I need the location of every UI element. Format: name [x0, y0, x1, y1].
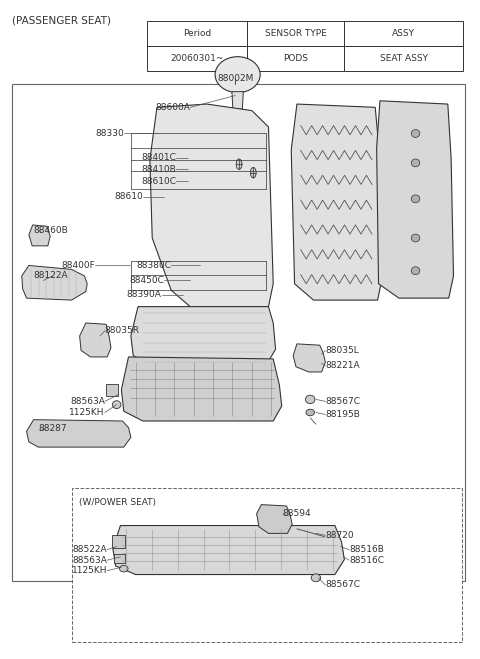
Ellipse shape — [251, 167, 256, 178]
Polygon shape — [150, 104, 273, 306]
Bar — [344, 21, 463, 46]
Text: 88594: 88594 — [283, 509, 312, 518]
Text: 88287: 88287 — [38, 424, 67, 434]
Text: (PASSENGER SEAT): (PASSENGER SEAT) — [12, 16, 111, 26]
Text: 88516C: 88516C — [349, 556, 384, 565]
Text: 88035R: 88035R — [105, 326, 140, 335]
Text: ASSY: ASSY — [392, 29, 415, 38]
Text: 88460B: 88460B — [34, 225, 68, 235]
Text: 88195B: 88195B — [325, 410, 360, 419]
Text: 88401C: 88401C — [141, 153, 176, 162]
Text: 88610C: 88610C — [141, 177, 176, 186]
Ellipse shape — [236, 159, 242, 169]
Polygon shape — [232, 92, 243, 109]
Bar — [344, 46, 463, 71]
Polygon shape — [29, 225, 50, 246]
Ellipse shape — [306, 409, 314, 416]
Polygon shape — [257, 505, 292, 533]
Text: 88563A: 88563A — [70, 397, 105, 406]
Text: 88563A: 88563A — [72, 556, 107, 565]
Text: (W/POWER SEAT): (W/POWER SEAT) — [79, 498, 156, 507]
Bar — [114, 554, 125, 563]
Polygon shape — [22, 266, 87, 300]
Polygon shape — [291, 104, 383, 300]
Ellipse shape — [112, 401, 121, 409]
Text: 88522A: 88522A — [72, 545, 107, 554]
Polygon shape — [293, 344, 325, 372]
Bar — [147, 21, 247, 46]
Text: 88600A: 88600A — [156, 103, 190, 112]
Text: Period: Period — [183, 29, 211, 38]
Text: 88221A: 88221A — [325, 361, 360, 370]
Text: PODS: PODS — [283, 54, 308, 63]
Text: 20060301~: 20060301~ — [170, 54, 224, 63]
Bar — [112, 535, 125, 548]
Text: 1125KH: 1125KH — [72, 566, 107, 575]
Text: SENSOR TYPE: SENSOR TYPE — [265, 29, 326, 38]
Ellipse shape — [215, 57, 260, 93]
Text: 88567C: 88567C — [325, 397, 360, 406]
Bar — [247, 46, 344, 71]
Text: 88390A: 88390A — [127, 291, 162, 299]
Text: 1125KH: 1125KH — [69, 408, 105, 417]
Polygon shape — [26, 420, 131, 447]
Polygon shape — [80, 323, 111, 357]
Ellipse shape — [411, 234, 420, 242]
Ellipse shape — [120, 565, 128, 572]
Text: 88720: 88720 — [325, 531, 354, 540]
Ellipse shape — [411, 195, 420, 203]
Polygon shape — [377, 101, 454, 298]
Ellipse shape — [411, 159, 420, 167]
Polygon shape — [113, 525, 344, 575]
Polygon shape — [121, 357, 282, 421]
Text: 88122A: 88122A — [34, 272, 68, 281]
Text: 88450C: 88450C — [129, 276, 164, 285]
Text: 88567C: 88567C — [325, 581, 360, 590]
Text: 88400F: 88400F — [61, 261, 96, 270]
Text: 88516B: 88516B — [349, 545, 384, 554]
Text: 88380C: 88380C — [136, 261, 171, 270]
Text: SEAT ASSY: SEAT ASSY — [380, 54, 428, 63]
Text: 88410B: 88410B — [141, 165, 176, 174]
Text: 88002M: 88002M — [217, 74, 253, 83]
Bar — [72, 488, 462, 642]
Bar — [247, 21, 344, 46]
Bar — [12, 84, 466, 581]
Text: 88610: 88610 — [114, 192, 143, 202]
Bar — [106, 384, 118, 396]
Polygon shape — [131, 306, 276, 366]
Bar — [147, 46, 247, 71]
Text: 88330: 88330 — [95, 129, 124, 138]
Ellipse shape — [311, 574, 321, 582]
Text: 88035L: 88035L — [325, 346, 359, 355]
Ellipse shape — [411, 267, 420, 275]
Ellipse shape — [411, 130, 420, 137]
Ellipse shape — [305, 395, 315, 404]
